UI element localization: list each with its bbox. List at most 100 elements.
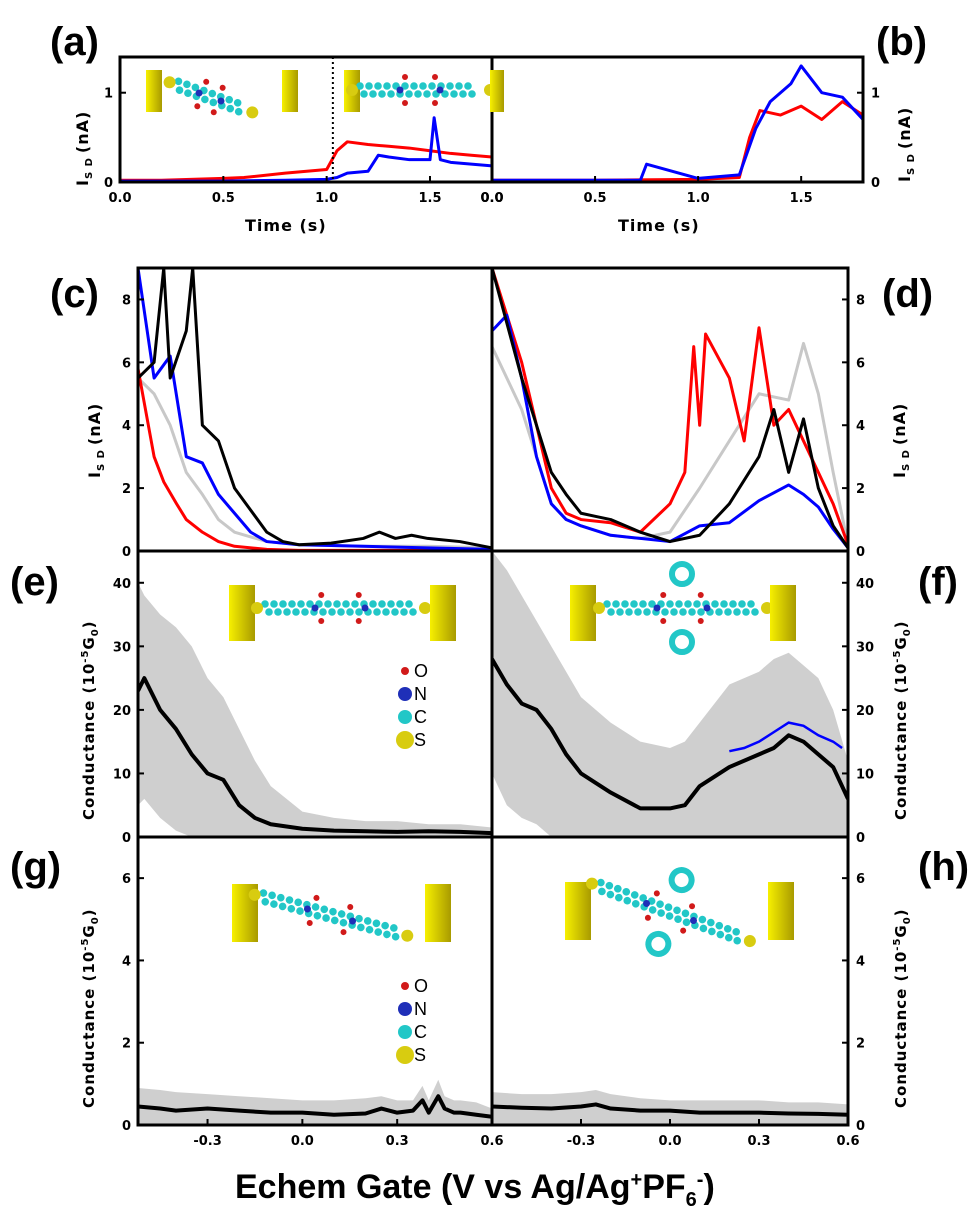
atom-c bbox=[621, 600, 629, 608]
xtick-label-g: -0.3 bbox=[193, 1134, 221, 1149]
xtick-label-a: 0.5 bbox=[212, 191, 235, 206]
atom-s bbox=[743, 935, 756, 948]
electrode-g2 bbox=[425, 884, 451, 942]
electrode-h2 bbox=[768, 882, 794, 940]
atom-c bbox=[656, 900, 664, 908]
mean-line-f bbox=[492, 658, 848, 811]
atom-c bbox=[191, 83, 200, 92]
panel-tag-h: (h) bbox=[918, 845, 969, 889]
electrode-h1 bbox=[565, 882, 591, 940]
xtick-label-h: 0.3 bbox=[747, 1134, 770, 1149]
atom-c bbox=[351, 600, 359, 608]
ytick-label-c: 0 bbox=[122, 545, 131, 560]
atom-c bbox=[716, 930, 725, 939]
atom-c bbox=[623, 896, 632, 905]
atom-o bbox=[203, 78, 210, 85]
atom-o bbox=[644, 914, 651, 921]
atom-o bbox=[402, 74, 408, 80]
atom-c bbox=[209, 98, 218, 107]
atom-s bbox=[593, 602, 605, 614]
atom-s bbox=[251, 602, 263, 614]
atom-c bbox=[614, 884, 622, 893]
plot-g: 0 2 4 6 -0.3 0.0 0.3 bbox=[122, 835, 494, 1149]
atom-c bbox=[670, 608, 678, 616]
atom-n bbox=[436, 86, 444, 94]
atom-c bbox=[622, 888, 631, 896]
atom-c bbox=[682, 918, 691, 927]
atom-c bbox=[369, 600, 377, 608]
series-a-red bbox=[120, 140, 492, 182]
molecule-insets bbox=[146, 70, 796, 957]
plot-c: 0 2 4 6 8 bbox=[122, 266, 494, 560]
atom-c bbox=[711, 600, 719, 608]
atom-o bbox=[697, 592, 704, 598]
atom-c bbox=[183, 80, 191, 89]
atom-c bbox=[699, 924, 708, 933]
atom-c bbox=[320, 905, 329, 914]
atom-n bbox=[311, 604, 319, 612]
atom-s bbox=[346, 84, 358, 96]
atom-c bbox=[381, 921, 389, 930]
xtick-label-h: 0.6 bbox=[836, 1134, 859, 1149]
atom-c bbox=[708, 927, 716, 936]
atom-c bbox=[605, 881, 614, 890]
series-a-blue bbox=[120, 116, 492, 182]
atom-c bbox=[630, 600, 638, 608]
atom-c bbox=[390, 924, 398, 932]
atom-o bbox=[306, 920, 313, 927]
atom-o bbox=[355, 618, 362, 624]
mean-line-h bbox=[492, 1102, 848, 1117]
atom-c bbox=[313, 911, 322, 920]
atom-c bbox=[330, 916, 339, 925]
xtick-label-b: 1.5 bbox=[790, 191, 813, 206]
atom-s bbox=[401, 929, 414, 942]
isd-label-c: IS D(nA) bbox=[85, 403, 107, 478]
xtick-label-h: -0.3 bbox=[567, 1134, 595, 1149]
atom-c bbox=[324, 600, 332, 608]
legend-marker-o bbox=[401, 667, 409, 675]
atom-c bbox=[391, 608, 399, 616]
atom-c bbox=[657, 909, 665, 917]
isd-label-d: IS D(nA) bbox=[890, 403, 912, 478]
atom-c bbox=[697, 608, 705, 616]
legend-marker-n bbox=[398, 1002, 412, 1016]
mean-line-e bbox=[138, 676, 492, 836]
atom-o bbox=[432, 100, 438, 106]
atom-c bbox=[261, 897, 270, 906]
atom-c bbox=[409, 608, 417, 616]
atom-c bbox=[723, 924, 732, 933]
atom-c bbox=[387, 600, 395, 608]
ytick-label-a: 0 bbox=[104, 176, 113, 191]
electrode-a4 bbox=[490, 70, 504, 112]
ytick-label-d: 0 bbox=[856, 545, 865, 560]
fit-curve-f bbox=[729, 721, 843, 753]
atom-c bbox=[733, 608, 741, 616]
legend-label-s: S bbox=[414, 730, 426, 750]
panel-tag-a: (a) bbox=[50, 20, 99, 64]
ytick-label-b: 0 bbox=[871, 176, 880, 191]
atom-c bbox=[360, 90, 368, 98]
atom-c bbox=[606, 890, 615, 899]
atom-c bbox=[355, 608, 363, 616]
pendant-ring bbox=[668, 867, 695, 894]
xtick-label-a: 0.0 bbox=[480, 191, 503, 206]
ytick-label-d: 8 bbox=[856, 293, 865, 308]
atom-c bbox=[698, 915, 707, 924]
atom-c bbox=[374, 82, 382, 90]
atom-n bbox=[643, 899, 651, 907]
std-band-g bbox=[138, 1079, 492, 1125]
atom-c bbox=[751, 608, 759, 616]
atom-c bbox=[391, 932, 400, 941]
xtick-label-b: 1.0 bbox=[687, 191, 710, 206]
atom-c bbox=[382, 608, 390, 616]
atom-o bbox=[318, 592, 325, 598]
molecule-h bbox=[586, 867, 756, 957]
atom-c bbox=[259, 889, 268, 897]
atom-o bbox=[219, 84, 226, 91]
xtick-label-a: 1.5 bbox=[418, 191, 441, 206]
mean-line-g bbox=[138, 1094, 492, 1119]
plot-e-marks bbox=[138, 582, 492, 837]
atom-c bbox=[742, 608, 750, 616]
